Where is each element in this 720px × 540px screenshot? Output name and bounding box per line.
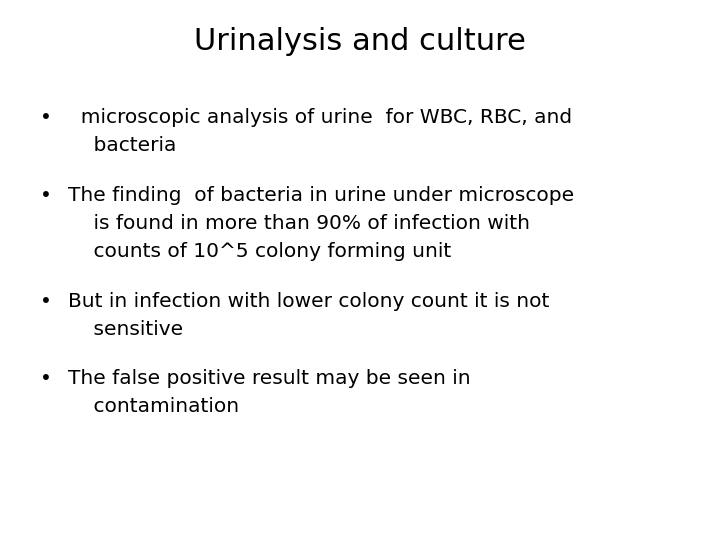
Text: •: • [40, 186, 51, 205]
Text: counts of 10^5 colony forming unit: counts of 10^5 colony forming unit [68, 242, 451, 261]
Text: contamination: contamination [68, 397, 240, 416]
Text: But in infection with lower colony count it is not: But in infection with lower colony count… [68, 292, 550, 310]
Text: sensitive: sensitive [68, 320, 184, 339]
Text: The false positive result may be seen in: The false positive result may be seen in [68, 369, 471, 388]
Text: •: • [40, 292, 51, 310]
Text: •: • [40, 108, 51, 127]
Text: is found in more than 90% of infection with: is found in more than 90% of infection w… [68, 214, 531, 233]
Text: Urinalysis and culture: Urinalysis and culture [194, 27, 526, 56]
Text: The finding  of bacteria in urine under microscope: The finding of bacteria in urine under m… [68, 186, 575, 205]
Text: •: • [40, 369, 51, 388]
Text: bacteria: bacteria [68, 136, 177, 155]
Text: microscopic analysis of urine  for WBC, RBC, and: microscopic analysis of urine for WBC, R… [68, 108, 572, 127]
